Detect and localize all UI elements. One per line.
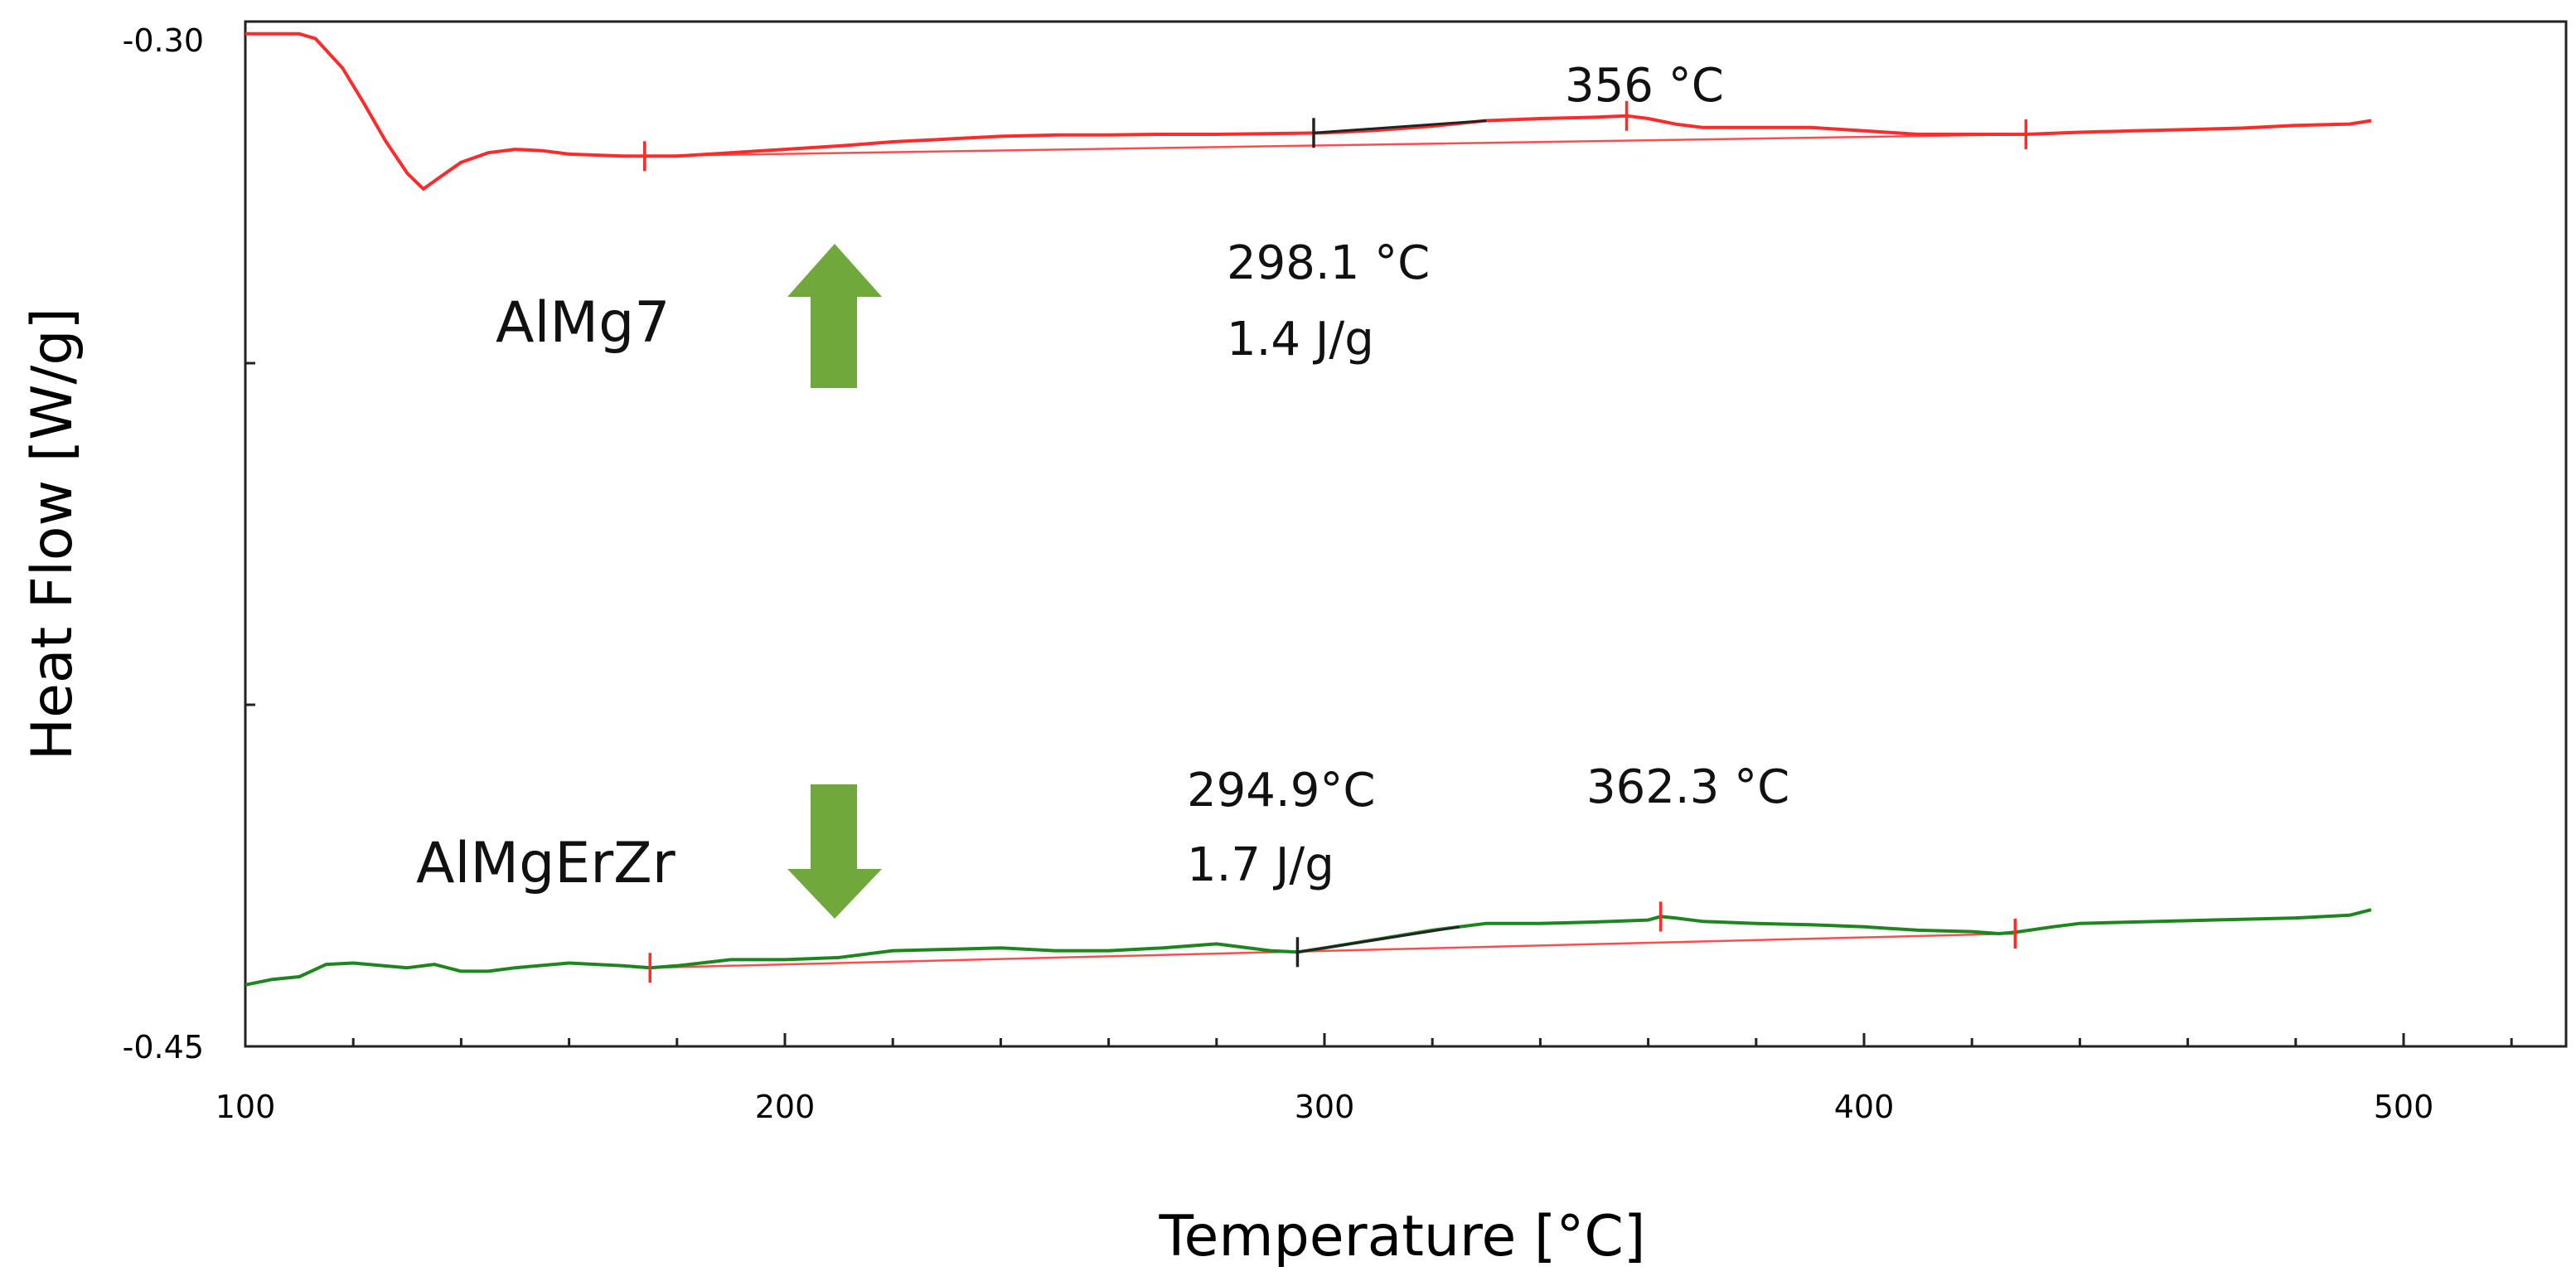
integration-markers bbox=[642, 100, 2028, 983]
series-lines bbox=[245, 32, 2372, 987]
y-axis-title: Heat Flow [W/g] bbox=[20, 308, 85, 760]
up-arrow-icon bbox=[787, 244, 882, 388]
tangent-line bbox=[1297, 925, 1460, 954]
x-axis-title: Temperature [°C] bbox=[1159, 1204, 1646, 1269]
plot-frame bbox=[244, 20, 2568, 1048]
down-arrow-icon bbox=[787, 784, 882, 919]
annotation-peak-almgerzr: 362.3 °C bbox=[1586, 760, 1789, 814]
annotation-onset-almg7-temp: 298.1 °C bbox=[1227, 236, 1430, 290]
tangent-line bbox=[1313, 119, 1487, 134]
y-tick-label: -0.45 bbox=[123, 1029, 204, 1065]
x-tick-label: 200 bbox=[755, 1089, 816, 1125]
series-label-almgerzr: AlMgErZr bbox=[416, 831, 675, 896]
series-line-almgerzr bbox=[245, 908, 2372, 987]
baseline-line bbox=[650, 932, 2016, 969]
series-line-almg7 bbox=[245, 32, 2372, 191]
y-axis-ticks bbox=[245, 20, 255, 1048]
x-tick-label: 400 bbox=[1834, 1089, 1895, 1125]
annotation-onset-almgerzr-temp: 294.9°C bbox=[1187, 764, 1375, 818]
x-tick-label: 300 bbox=[1295, 1089, 1355, 1125]
x-axis-ticks bbox=[244, 1033, 2513, 1046]
annotation-onset-almgerzr-energy: 1.7 J/g bbox=[1187, 838, 1334, 892]
y-tick-label: -0.30 bbox=[123, 22, 204, 59]
series-label-almg7: AlMg7 bbox=[496, 290, 671, 356]
annotation-peak-almg7: 356 °C bbox=[1565, 59, 1724, 113]
x-tick-label: 100 bbox=[215, 1089, 276, 1125]
onset-tangents bbox=[1297, 119, 1487, 954]
baseline-line bbox=[644, 133, 2026, 158]
annotation-onset-almg7-energy: 1.4 J/g bbox=[1227, 313, 1374, 366]
x-tick-label: 500 bbox=[2374, 1089, 2434, 1125]
integration-baselines bbox=[644, 133, 2026, 969]
